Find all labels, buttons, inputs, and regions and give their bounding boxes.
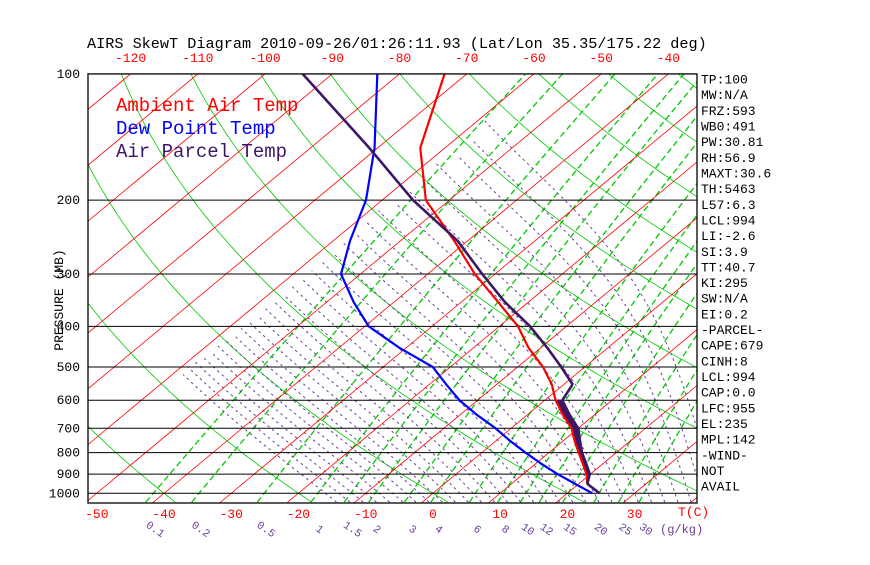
svg-text:20: 20: [560, 507, 576, 522]
svg-text:-40: -40: [152, 507, 175, 522]
svg-text:-20: -20: [287, 507, 310, 522]
svg-text:MAXT:30.6: MAXT:30.6: [701, 167, 771, 182]
svg-text:WB0:491: WB0:491: [701, 120, 756, 135]
svg-text:CAP:0.0: CAP:0.0: [701, 386, 756, 401]
svg-text:LFC:955: LFC:955: [701, 401, 756, 416]
svg-text:SI:3.9: SI:3.9: [701, 245, 748, 260]
svg-text:Dew Point Temp: Dew Point Temp: [116, 118, 276, 140]
svg-text:-60: -60: [522, 51, 545, 66]
svg-text:500: 500: [57, 360, 80, 375]
svg-text:TT:40.7: TT:40.7: [701, 260, 756, 275]
svg-text:600: 600: [57, 393, 80, 408]
svg-text:100: 100: [57, 67, 80, 82]
svg-text:1000: 1000: [49, 486, 80, 501]
svg-text:AIRS SkewT Diagram 2010-09-26/: AIRS SkewT Diagram 2010-09-26/01:26:11.9…: [87, 35, 707, 53]
svg-text:-70: -70: [455, 51, 478, 66]
svg-text:MPL:142: MPL:142: [701, 433, 756, 448]
svg-text:-90: -90: [321, 51, 344, 66]
svg-text:PRESSURE (MB): PRESSURE (MB): [52, 249, 67, 350]
svg-text:-100: -100: [249, 51, 280, 66]
svg-text:200: 200: [57, 193, 80, 208]
svg-text:RH:56.9: RH:56.9: [701, 151, 756, 166]
svg-text:10: 10: [492, 507, 508, 522]
svg-text:LCL:994: LCL:994: [701, 370, 756, 385]
svg-text:-110: -110: [182, 51, 213, 66]
svg-text:800: 800: [57, 446, 80, 461]
svg-text:MW:N/A: MW:N/A: [701, 88, 748, 103]
svg-text:0: 0: [429, 507, 437, 522]
svg-text:NOT: NOT: [701, 464, 725, 479]
svg-text:T(C): T(C): [678, 505, 709, 520]
svg-text:-40: -40: [657, 51, 680, 66]
svg-text:-50: -50: [589, 51, 612, 66]
svg-text:-80: -80: [388, 51, 411, 66]
svg-text:TP:100: TP:100: [701, 73, 748, 88]
svg-text:FRZ:593: FRZ:593: [701, 104, 756, 119]
svg-text:900: 900: [57, 467, 80, 482]
svg-text:-50: -50: [85, 507, 108, 522]
svg-text:EL:235: EL:235: [701, 417, 748, 432]
svg-text:CINH:8: CINH:8: [701, 354, 748, 369]
svg-text:EI:0.2: EI:0.2: [701, 307, 748, 322]
svg-text:-120: -120: [115, 51, 146, 66]
svg-text:Air Parcel Temp: Air Parcel Temp: [116, 141, 287, 163]
svg-text:LCL:994: LCL:994: [701, 213, 756, 228]
svg-text:-WIND-: -WIND-: [701, 448, 748, 463]
svg-text:AVAIL: AVAIL: [701, 480, 740, 495]
svg-text:(g/kg): (g/kg): [660, 523, 703, 537]
svg-text:TH:5463: TH:5463: [701, 182, 756, 197]
svg-text:-PARCEL-: -PARCEL-: [701, 323, 763, 338]
svg-text:-10: -10: [354, 507, 377, 522]
svg-text:CAPE:679: CAPE:679: [701, 339, 763, 354]
svg-text:30: 30: [627, 507, 643, 522]
svg-text:KI:295: KI:295: [701, 276, 748, 291]
svg-text:L57:6.3: L57:6.3: [701, 198, 756, 213]
svg-text:PW:30.81: PW:30.81: [701, 135, 764, 150]
svg-text:LI:-2.6: LI:-2.6: [701, 229, 756, 244]
svg-text:SW:N/A: SW:N/A: [701, 292, 748, 307]
svg-text:-30: -30: [219, 507, 242, 522]
svg-text:700: 700: [57, 421, 80, 436]
svg-text:Ambient Air Temp: Ambient Air Temp: [116, 95, 298, 117]
